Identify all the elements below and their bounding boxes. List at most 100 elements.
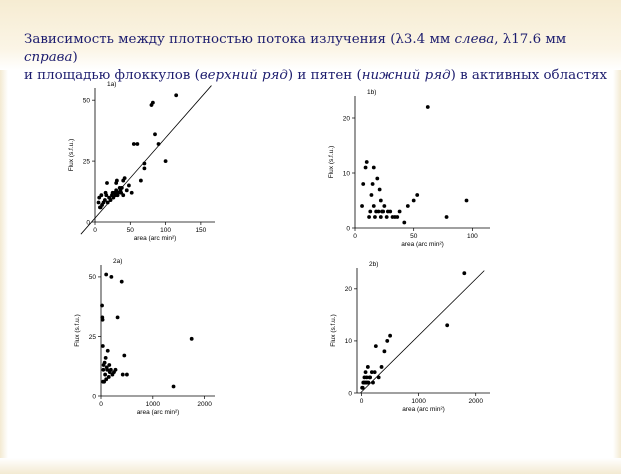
title-line-1: Зависимость между плотностью потока излу… xyxy=(24,31,614,67)
data-point xyxy=(106,375,111,379)
data-point xyxy=(150,100,155,105)
title-italic: справа xyxy=(24,50,73,65)
data-point xyxy=(109,275,114,279)
data-point xyxy=(103,372,108,377)
data-point xyxy=(376,209,381,214)
data-point xyxy=(120,372,125,377)
x-tick-label: 50 xyxy=(127,227,135,234)
data-point xyxy=(100,317,105,322)
data-point xyxy=(104,272,109,277)
data-point xyxy=(105,200,110,205)
data-point xyxy=(105,181,109,185)
data-point xyxy=(96,200,101,205)
x-axis-label: area (arc min²) xyxy=(401,241,444,248)
right-border xyxy=(613,70,621,474)
x-axis-label: area (arc min²) xyxy=(137,409,180,416)
title-italic: нижний ряд xyxy=(361,68,451,83)
scatter-panel-2: 0 50 100 0 10 20 area (arc min²) Flux (s.f.u.) 1… xyxy=(328,89,490,248)
fit-line xyxy=(80,85,212,235)
data-point xyxy=(367,215,371,219)
data-point xyxy=(363,370,368,375)
data-point xyxy=(108,198,113,202)
x-axis-label: area (arc min²) xyxy=(134,235,177,242)
data-point xyxy=(153,132,157,137)
x-tick-label: 0 xyxy=(93,227,97,234)
data-point xyxy=(368,375,373,380)
data-point xyxy=(366,380,371,385)
y-tick-label: 50 xyxy=(83,97,91,104)
data-point xyxy=(105,367,110,372)
title-text: ) xyxy=(72,50,78,65)
data-point xyxy=(425,105,430,109)
data-point xyxy=(174,93,179,98)
data-point xyxy=(382,349,387,354)
data-point xyxy=(378,215,383,219)
data-point xyxy=(379,365,384,369)
y-axis-label: Flux (s.f.u.) xyxy=(68,139,75,172)
x-tick-label: 2000 xyxy=(468,398,483,405)
data-point xyxy=(171,384,176,389)
data-point xyxy=(142,166,147,171)
panel-label: 1a) xyxy=(107,81,116,88)
x-tick-label: 100 xyxy=(467,233,478,240)
data-point xyxy=(126,183,131,188)
data-point xyxy=(361,182,366,186)
data-point xyxy=(369,193,374,197)
x-tick-label: 50 xyxy=(410,233,418,240)
title-line-2: и площадью флоккулов (верхний ряд) и пят… xyxy=(24,67,614,85)
data-point xyxy=(138,178,143,183)
x-tick-label: 1000 xyxy=(146,401,161,408)
y-axis-label: Flux (s.f.u.) xyxy=(328,146,335,179)
x-tick-label: 0 xyxy=(99,401,103,408)
slide-title: Зависимость между плотностью потока излу… xyxy=(24,31,614,85)
data-point xyxy=(113,367,118,372)
x-tick-label: 2000 xyxy=(197,401,212,408)
data-point xyxy=(129,190,134,195)
y-tick-label: 25 xyxy=(89,334,97,341)
x-tick-label: 0 xyxy=(353,233,357,240)
data-point xyxy=(125,372,129,377)
data-point xyxy=(122,353,127,358)
title-text: Зависимость между плотностью потока излу… xyxy=(24,32,455,47)
data-point xyxy=(369,370,374,375)
data-point xyxy=(444,215,449,219)
data-point xyxy=(104,193,109,198)
data-point xyxy=(381,209,386,214)
data-point xyxy=(189,336,194,341)
panel-label: 1b) xyxy=(367,89,376,96)
data-point xyxy=(462,271,467,276)
data-point xyxy=(119,279,124,284)
data-point xyxy=(368,209,373,214)
data-point xyxy=(124,188,129,193)
title-italic: слева xyxy=(454,32,495,47)
y-tick-label: 0 xyxy=(346,225,350,232)
data-point xyxy=(388,209,393,214)
y-tick-label: 0 xyxy=(86,219,90,226)
scatter-panel-3: 0 1000 2000 0 25 50 area (arc min²) Flux (s.f.u… xyxy=(74,258,215,416)
title-text: , λ17.6 мм xyxy=(494,32,567,47)
data-point xyxy=(108,367,113,372)
data-point xyxy=(372,370,377,375)
data-point xyxy=(115,315,120,320)
y-axis-label: Flux (s.f.u.) xyxy=(330,314,337,347)
scatter-panel-4: 0 1000 2000 0 10 20 area (arc min²) Flux (s.f.u… xyxy=(330,261,490,413)
y-tick-label: 10 xyxy=(343,170,351,177)
data-point xyxy=(114,178,119,183)
data-point xyxy=(371,204,376,208)
data-point xyxy=(378,198,383,203)
data-point xyxy=(121,193,126,198)
y-tick-label: 0 xyxy=(92,393,96,400)
y-axis-label: Flux (s.f.u.) xyxy=(74,314,81,347)
data-point xyxy=(382,204,387,208)
data-point xyxy=(402,220,407,225)
title-text: ) и пятен ( xyxy=(287,68,362,83)
fit-line xyxy=(360,270,485,394)
data-point xyxy=(405,204,410,208)
title-italic: верхний ряд xyxy=(199,68,288,83)
data-point xyxy=(103,355,108,360)
data-point xyxy=(385,339,390,343)
data-point xyxy=(397,209,402,214)
panel-label: 2a) xyxy=(113,258,122,265)
bottom-border xyxy=(0,458,621,474)
